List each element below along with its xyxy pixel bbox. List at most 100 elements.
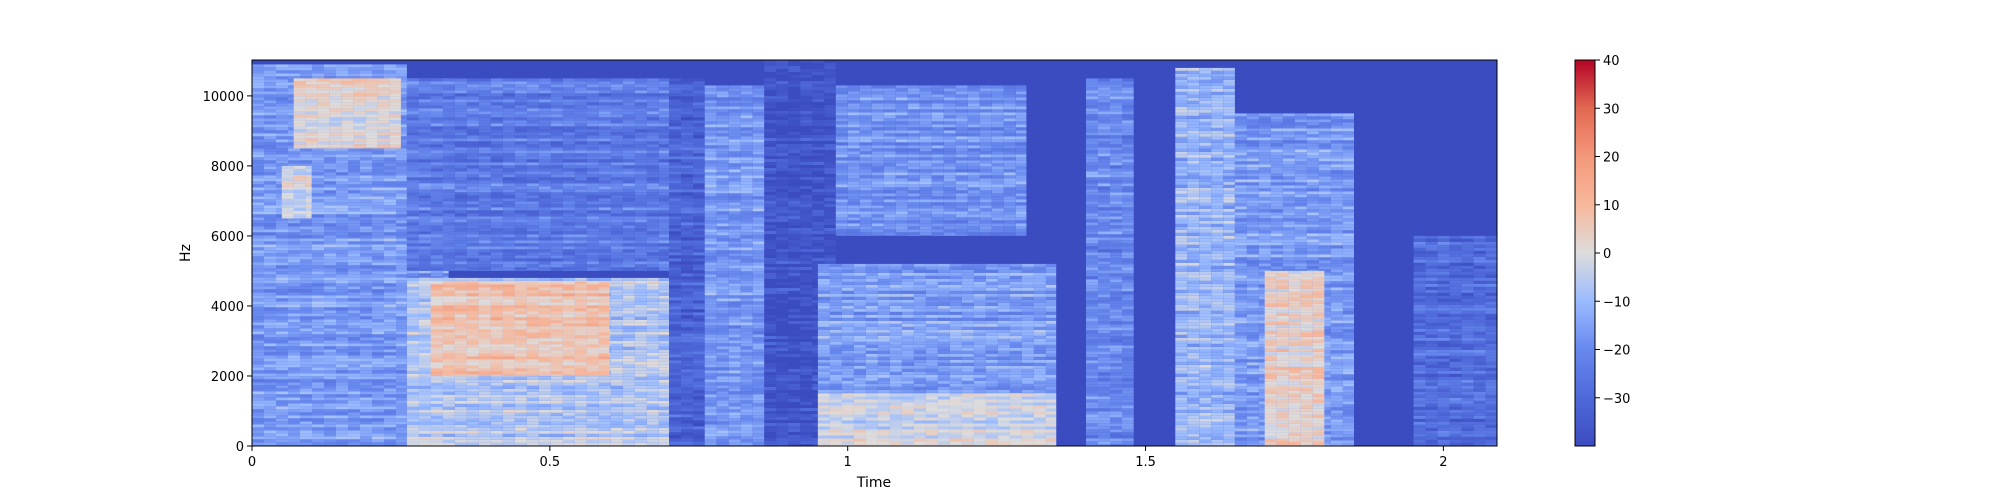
spectrogram-cell <box>264 97 276 101</box>
spectrogram-cell <box>610 183 623 187</box>
spectrogram-cell <box>538 189 551 193</box>
spectrogram-cell <box>372 280 384 284</box>
spectrogram-cell <box>252 103 264 107</box>
spectrogram-cell <box>324 382 336 386</box>
spectrogram-cell <box>377 114 390 118</box>
spectrogram-cell <box>360 301 372 305</box>
spectrogram-cell <box>418 367 431 371</box>
spectrogram-cell <box>574 156 587 160</box>
spectrogram-cell <box>562 427 575 431</box>
spectrogram-cell <box>389 102 401 106</box>
spectrogram-cell <box>396 334 407 338</box>
spectrogram-cell <box>312 217 324 221</box>
spectrogram-cell <box>300 409 312 413</box>
spectrogram-cell <box>264 298 276 302</box>
spectrogram-cell <box>288 262 300 266</box>
spectrogram-cell <box>646 322 659 326</box>
spectrogram-cell <box>360 436 372 440</box>
spectrogram-cell <box>418 280 431 284</box>
spectrogram-cell <box>538 379 551 383</box>
spectrogram-cell <box>300 244 312 248</box>
spectrogram-cell <box>372 199 384 203</box>
spectrogram-cell <box>634 361 647 365</box>
spectrogram-cell <box>634 355 647 359</box>
spectrogram-cell <box>598 284 610 288</box>
spectrogram-cell <box>418 174 431 178</box>
spectrogram-cell <box>442 132 455 136</box>
spectrogram-cell <box>490 439 503 443</box>
spectrogram-cell <box>288 244 300 248</box>
spectrogram-cell <box>490 415 503 419</box>
spectrogram-cell <box>502 290 515 294</box>
spectrogram-cell <box>360 70 372 74</box>
spectrogram-cell <box>538 81 551 85</box>
spectrogram-cell <box>586 391 599 395</box>
spectrogram-cell <box>360 376 372 380</box>
spectrogram-cell <box>264 253 276 257</box>
spectrogram-cell <box>324 244 336 248</box>
spectrogram-cell <box>348 181 360 185</box>
spectrogram-cell <box>478 150 491 154</box>
spectrogram-cell <box>418 129 431 133</box>
spectrogram-cell <box>365 123 378 127</box>
spectrogram-cell <box>490 111 503 115</box>
spectrogram-cell <box>466 371 479 375</box>
spectrogram-cell <box>526 344 539 348</box>
spectrogram-cell <box>264 250 276 254</box>
spectrogram-cell <box>562 129 575 133</box>
spectrogram-cell <box>365 105 378 109</box>
spectrogram-cell <box>264 289 276 293</box>
spectrogram-cell <box>264 136 276 140</box>
spectrogram-cell <box>550 320 563 324</box>
spectrogram-cell <box>646 132 659 136</box>
spectrogram-cell <box>406 84 419 88</box>
spectrogram-cell <box>300 433 312 437</box>
spectrogram-cell <box>288 328 300 332</box>
spectrogram-cell <box>622 183 635 187</box>
spectrogram-cell <box>454 287 467 291</box>
spectrogram-cell <box>490 144 503 148</box>
spectrogram-cell <box>396 106 407 110</box>
spectrogram-cell <box>562 311 575 315</box>
spectrogram-cell <box>454 87 467 91</box>
spectrogram-cell <box>514 439 527 443</box>
spectrogram-cell <box>454 93 467 97</box>
spectrogram-cell <box>341 96 354 100</box>
spectrogram-cell <box>377 78 390 82</box>
spectrogram-cell <box>550 400 563 404</box>
spectrogram-cell <box>550 159 563 163</box>
spectrogram-cell <box>550 308 563 312</box>
spectrogram-cell <box>526 409 539 413</box>
spectrogram-cell <box>538 293 551 297</box>
spectrogram-cell <box>502 442 515 446</box>
spectrogram-cell <box>466 162 479 166</box>
spectrogram-cell <box>348 310 360 314</box>
spectrogram-cell <box>598 141 611 145</box>
spectrogram-cell <box>324 151 336 155</box>
spectrogram-cell <box>365 138 378 142</box>
spectrogram-cell <box>396 352 407 356</box>
spectrogram-cell <box>430 365 443 369</box>
spectrogram-cell <box>360 346 372 350</box>
spectrogram-cell <box>384 64 396 68</box>
spectrogram-cell <box>372 286 384 290</box>
spectrogram-cell <box>406 388 419 392</box>
spectrogram-cell <box>622 165 635 169</box>
spectrogram-cell <box>502 338 515 342</box>
spectrogram-cell <box>478 120 491 124</box>
spectrogram-cell <box>305 90 318 94</box>
spectrogram-cell <box>574 326 587 330</box>
spectrogram-cell <box>329 93 342 97</box>
spectrogram-cell <box>372 70 384 74</box>
spectrogram-cell <box>293 93 306 97</box>
spectrogram-cell <box>348 214 360 218</box>
spectrogram-cell <box>372 250 384 254</box>
spectrogram-cell <box>526 356 539 360</box>
spectrogram-cell <box>365 114 378 118</box>
spectrogram-cell <box>610 421 623 425</box>
spectrogram-cell <box>658 334 669 338</box>
spectrogram-cell <box>348 73 360 77</box>
spectrogram-cell <box>264 181 276 185</box>
spectrogram-cell <box>336 262 348 266</box>
spectrogram-cell <box>377 144 390 148</box>
